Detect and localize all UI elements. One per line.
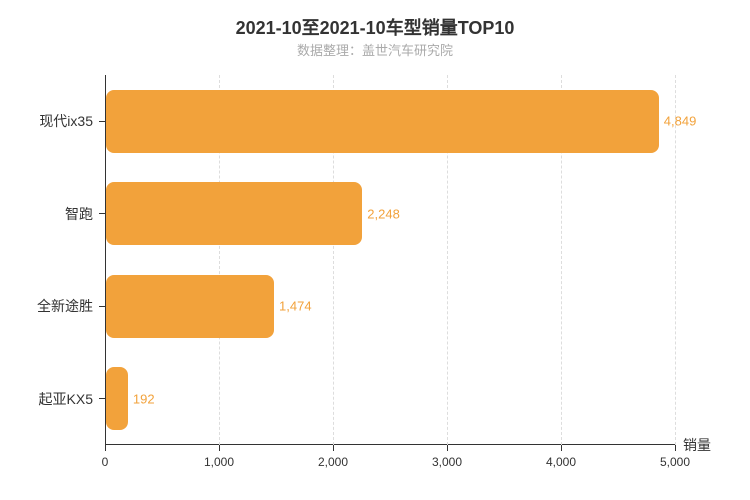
plot-area: 4,8492,2481,474192	[105, 75, 675, 445]
bar	[106, 90, 659, 153]
x-tick	[447, 445, 448, 451]
gridline	[675, 75, 676, 445]
category-label: 全新途胜	[0, 296, 93, 316]
bar	[106, 367, 128, 430]
x-tick-label: 4,000	[546, 455, 576, 469]
y-tick	[99, 213, 105, 214]
x-axis-name: 销量	[683, 435, 711, 455]
x-tick	[561, 445, 562, 451]
bar	[106, 182, 362, 245]
x-tick	[219, 445, 220, 451]
x-tick	[675, 445, 676, 451]
category-label: 现代ix35	[0, 111, 93, 131]
chart-container: 2021-10至2021-10车型销量TOP10 数据整理：盖世汽车研究院 4,…	[0, 0, 750, 500]
x-tick-label: 2,000	[318, 455, 348, 469]
chart-title: 2021-10至2021-10车型销量TOP10	[0, 14, 750, 40]
x-tick	[105, 445, 106, 451]
category-label: 智跑	[0, 204, 93, 224]
y-tick	[99, 121, 105, 122]
x-tick-label: 5,000	[660, 455, 690, 469]
bar-value-label: 2,248	[367, 206, 400, 221]
bar-value-label: 192	[133, 391, 155, 406]
bar	[106, 275, 274, 338]
bar-value-label: 4,849	[664, 114, 697, 129]
chart-subtitle: 数据整理：盖世汽车研究院	[0, 40, 750, 59]
x-tick	[333, 445, 334, 451]
x-tick-label: 3,000	[432, 455, 462, 469]
category-label: 起亚KX5	[0, 389, 93, 409]
x-tick-label: 1,000	[204, 455, 234, 469]
y-tick	[99, 306, 105, 307]
x-tick-label: 0	[102, 455, 109, 469]
y-tick	[99, 398, 105, 399]
x-axis-line	[105, 444, 675, 445]
bar-value-label: 1,474	[279, 299, 312, 314]
